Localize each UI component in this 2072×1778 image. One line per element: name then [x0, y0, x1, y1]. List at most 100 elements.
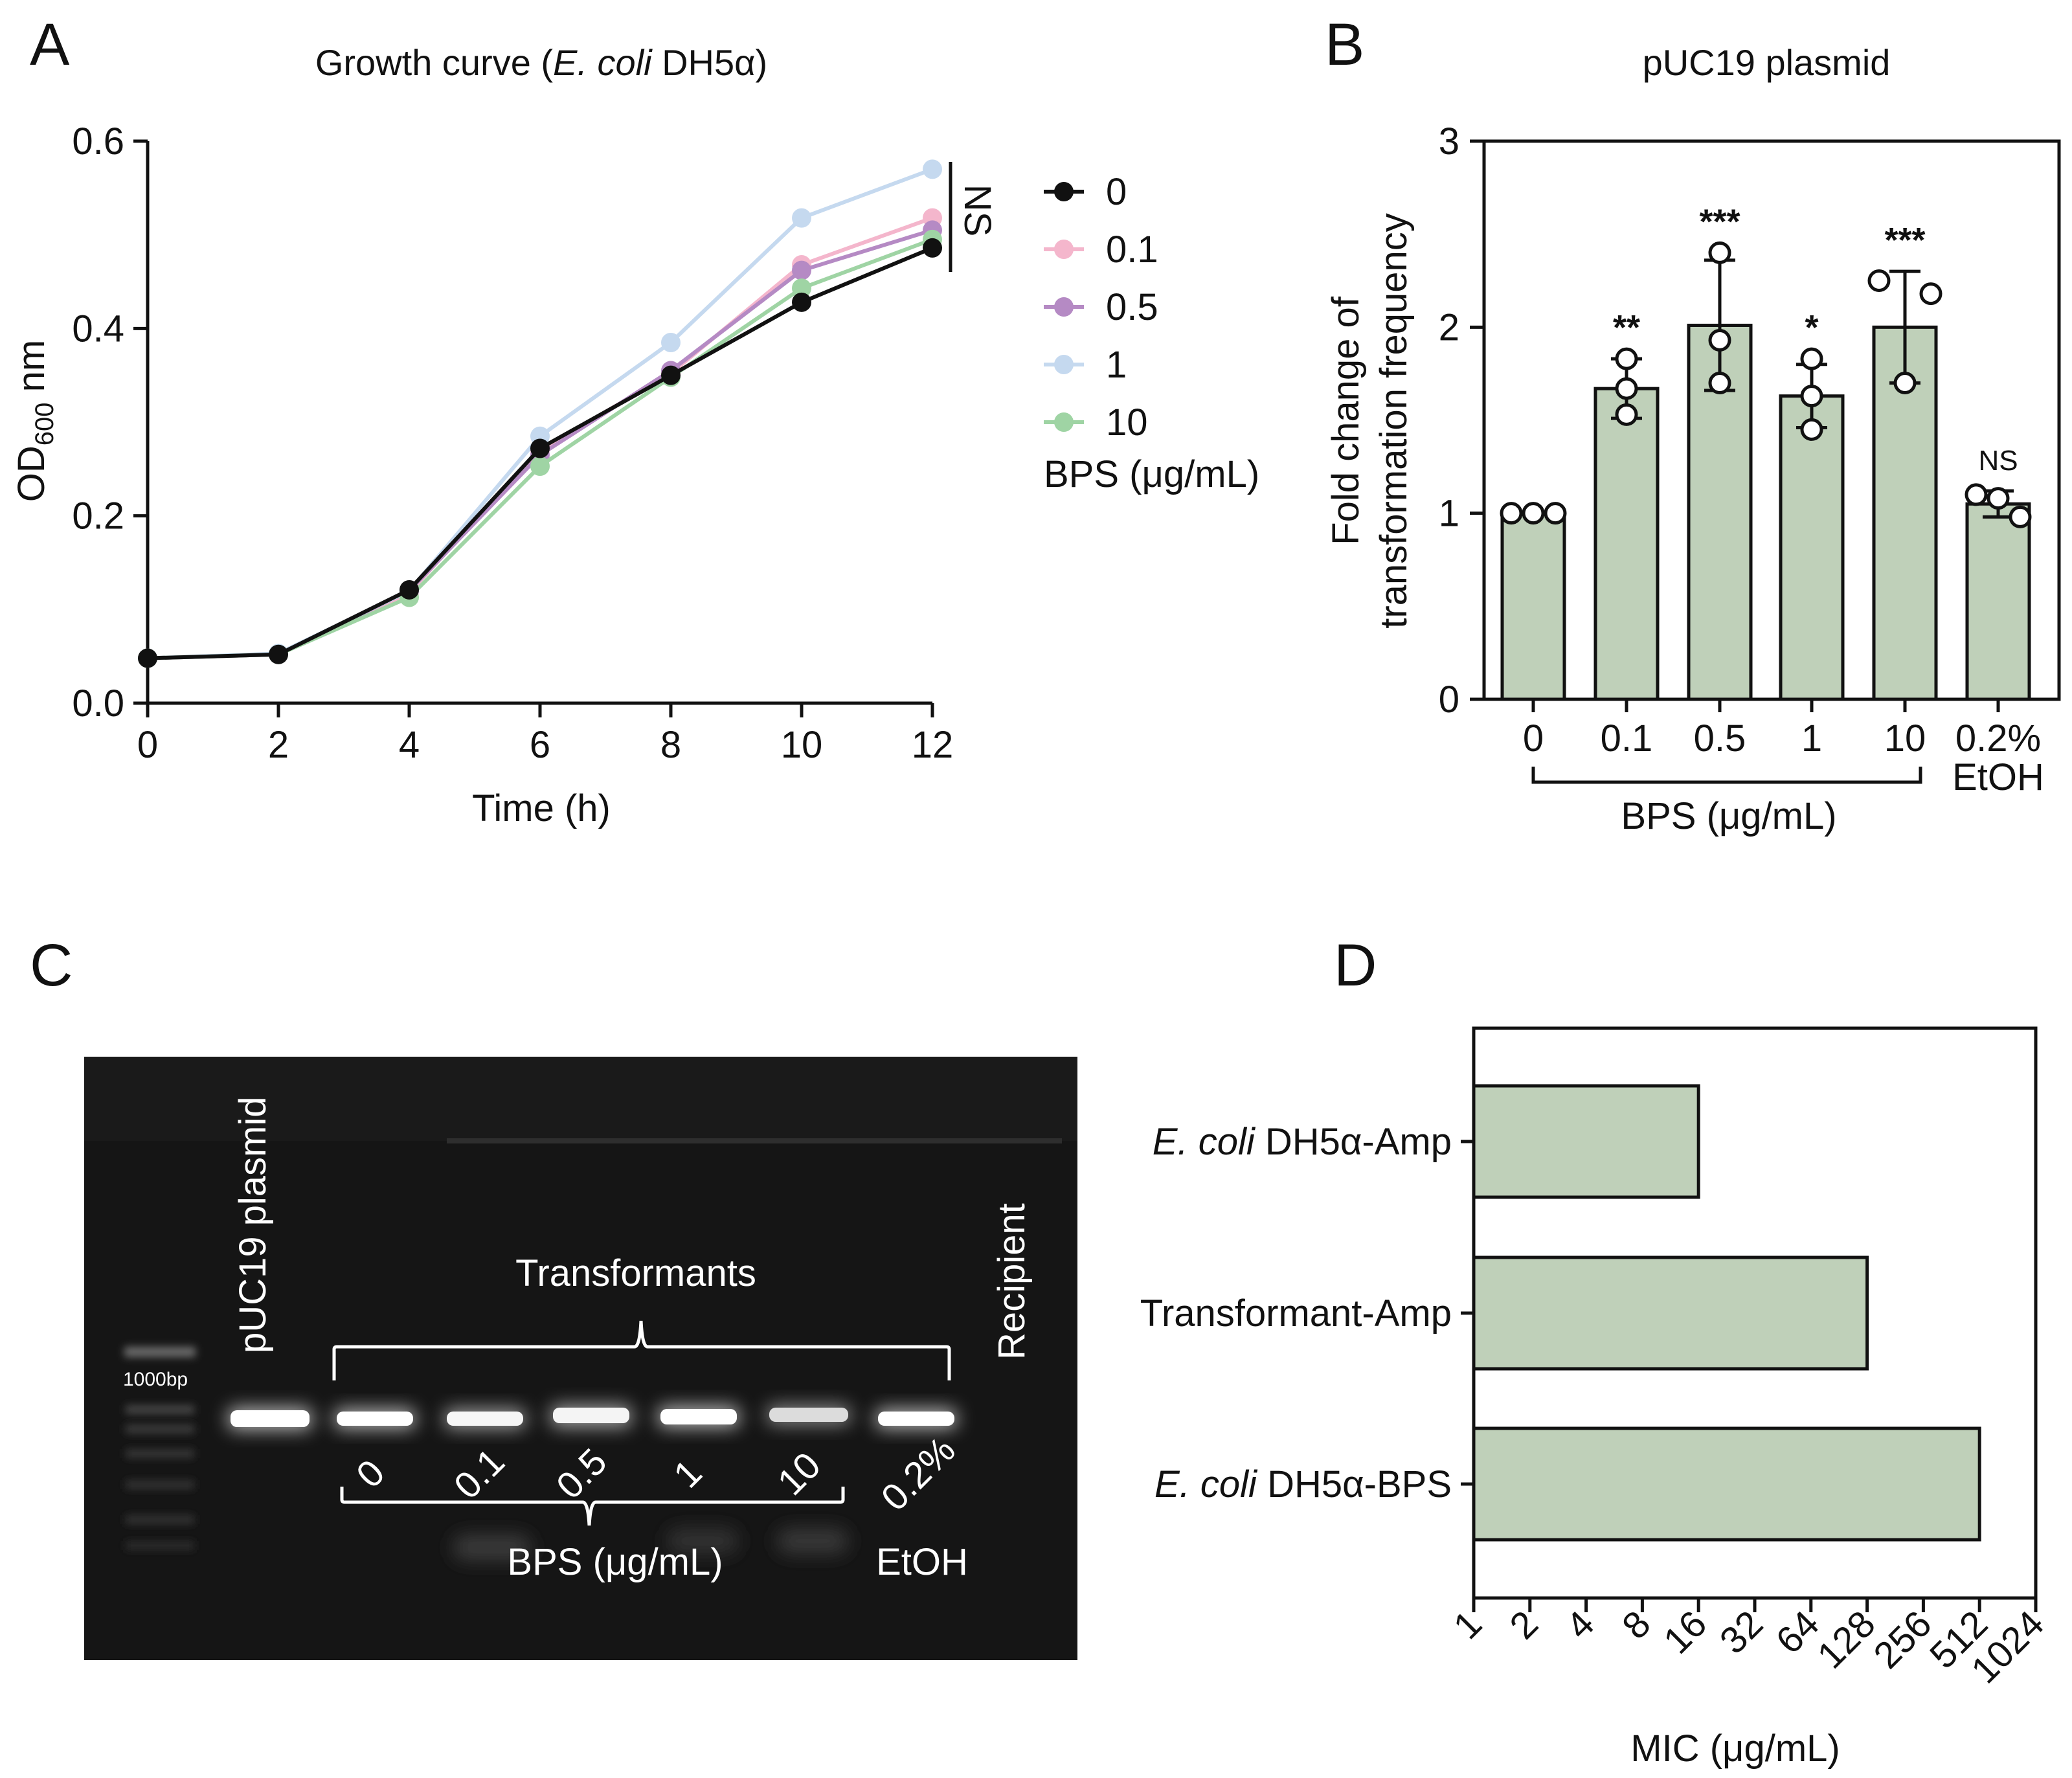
chart-a-legend-marker-0: [1054, 182, 1074, 201]
chart-d-category-label: E. coli DH5α-Amp: [1153, 1121, 1452, 1163]
chart-b-point: [1987, 487, 2010, 510]
chart-b-x-tick-label: 1: [1801, 717, 1822, 760]
chart-a-x-tick-label: 4: [399, 724, 420, 766]
chart-b-bar-0: [1500, 512, 1566, 701]
panel-c-gel: C 1000bp: [30, 932, 1077, 1660]
chart-a-x-tick-label: 2: [268, 724, 289, 766]
chart-b-point: [1522, 502, 1545, 525]
panel-label-a: A: [30, 12, 70, 78]
gel-band-etoh: [878, 1412, 954, 1426]
chart-b-title: pUC19 plasmid: [1643, 42, 1891, 83]
chart-a-legend-title: BPS (μg/mL): [1044, 453, 1259, 495]
chart-a-x-tick-label: 6: [530, 724, 550, 766]
chart-a-point-0: [792, 292, 811, 312]
chart-a-point-0: [269, 644, 288, 664]
chart-a-legend-marker-0.5: [1054, 297, 1074, 317]
chart-a-series-line-1: [147, 167, 934, 660]
gel-plasmid-label: pUC19 plasmid: [232, 1096, 274, 1353]
chart-a-point-1: [661, 333, 681, 353]
chart-a-point-0: [530, 438, 550, 458]
panel-d-mic: D E. coli DH5α-Amp Transformant-Amp E. col…: [1140, 932, 2053, 1770]
chart-d-x-tick-label: 8: [1614, 1603, 1659, 1647]
chart-a-point-10: [530, 456, 550, 476]
chart-a-ns-annotation: NS: [956, 185, 998, 237]
gel-bands: [228, 1405, 957, 1560]
chart-d-x-tick-label: 32: [1712, 1603, 1772, 1662]
chart-b-point: [1615, 347, 1638, 370]
chart-b-significance: ***: [1699, 202, 1740, 241]
gel-bps-label: BPS (μg/mL): [507, 1541, 723, 1583]
chart-b-point: [1867, 269, 1891, 292]
chart-d-x-tick-label: 4: [1558, 1603, 1603, 1647]
chart-a-point-1: [792, 208, 811, 228]
gel-ladder-label: 1000bp: [123, 1369, 188, 1390]
gel-band-0.1: [447, 1412, 523, 1426]
chart-b-y-tick-label: 2: [1439, 306, 1459, 348]
chart-a-point-10: [792, 278, 811, 298]
panel-a-growth-curve: A Growth curve (E. coli DH5α) 0.0 0.2 0.4 0…: [10, 12, 1259, 829]
panel-label-c: C: [30, 932, 73, 998]
chart-a-y-tick-label: 0.0: [72, 682, 124, 725]
chart-a-y-tick-label: 0.4: [72, 308, 124, 350]
chart-d-bar: [1472, 1084, 1700, 1199]
gel-image: [84, 1057, 1077, 1660]
chart-b-point: [2009, 505, 2032, 528]
gel-band-plasmid: [231, 1410, 310, 1427]
chart-b-point: [1708, 241, 1731, 264]
chart-b-point: [1919, 282, 1942, 306]
chart-a-x-tick-label: 12: [912, 724, 954, 766]
panel-label-d: D: [1334, 932, 1377, 998]
gel-bps-brace: [340, 1487, 845, 1526]
chart-a-y-tick-label: 0.6: [72, 120, 124, 163]
chart-a-legend-label-10: 10: [1106, 401, 1148, 444]
chart-a-legend-marker-0.1: [1054, 240, 1074, 259]
chart-a-x-tick-label: 10: [781, 724, 823, 766]
chart-d-bar: [1472, 1426, 1981, 1542]
chart-a-x-label: Time (h): [472, 787, 611, 829]
chart-b-group-label: BPS (μg/mL): [1621, 795, 1836, 837]
chart-b-bar-0.2%: [1965, 502, 2031, 701]
chart-b-x-tick-label: 0.5: [1694, 717, 1746, 760]
chart-a-point-0: [923, 238, 942, 258]
chart-b-bar-0.1: [1593, 387, 1660, 701]
chart-a-point-0.5: [792, 260, 811, 280]
chart-b-point: [1800, 385, 1823, 408]
chart-a-title: Growth curve (E. coli DH5α): [315, 42, 767, 83]
chart-d-category-label: E. coli DH5α-BPS: [1154, 1463, 1452, 1505]
gel-band-1: [660, 1409, 737, 1424]
chart-b-point: [1615, 377, 1638, 400]
chart-b-point: [1965, 483, 1988, 506]
chart-a-legend-label-0.1: 0.1: [1106, 229, 1158, 271]
chart-b-x-tick-label: 10: [1884, 717, 1926, 760]
chart-a-legend-label-0.5: 0.5: [1106, 286, 1158, 328]
chart-b-point: [1800, 418, 1823, 441]
chart-b-point: [1708, 328, 1731, 352]
chart-b-significance: ***: [1884, 221, 1925, 260]
gel-recipient-label: Recipient: [991, 1203, 1033, 1360]
gel-transformants-brace: [332, 1320, 951, 1380]
chart-b-y-tick-label: 3: [1439, 120, 1459, 163]
chart-a-legend-marker-1: [1054, 355, 1074, 374]
chart-a-legend-label-0: 0: [1106, 171, 1127, 213]
chart-a-point-0: [400, 580, 419, 600]
gel-etoh-label: EtOH: [876, 1541, 968, 1583]
chart-b-significance: *: [1805, 308, 1818, 347]
chart-b-frame: [1482, 139, 2061, 701]
chart-b-point: [1800, 347, 1823, 370]
chart-b-group-bracket: [1531, 767, 1922, 784]
chart-b-point: [1544, 502, 1567, 525]
chart-d-x-label: MIC (μg/mL): [1630, 1727, 1840, 1770]
chart-b-significance: **: [1613, 308, 1640, 347]
chart-b-y-label-line2: transformation frequency: [1373, 213, 1415, 629]
chart-b-point: [1615, 403, 1638, 426]
chart-b-significance: NS: [1978, 445, 2018, 477]
chart-b-point: [1500, 502, 1523, 525]
chart-b-bar-1: [1779, 394, 1845, 701]
chart-d-x-tick-label: 1: [1445, 1603, 1490, 1647]
chart-d-x-tick-label: 16: [1656, 1603, 1715, 1662]
chart-b-x-tick-label: 0.2%: [1955, 717, 2041, 760]
chart-b-y-tick-label: 1: [1439, 493, 1459, 535]
chart-b-x-tick-label: 0.1: [1601, 717, 1653, 760]
chart-d-category-label: Transformant-Amp: [1140, 1292, 1452, 1334]
